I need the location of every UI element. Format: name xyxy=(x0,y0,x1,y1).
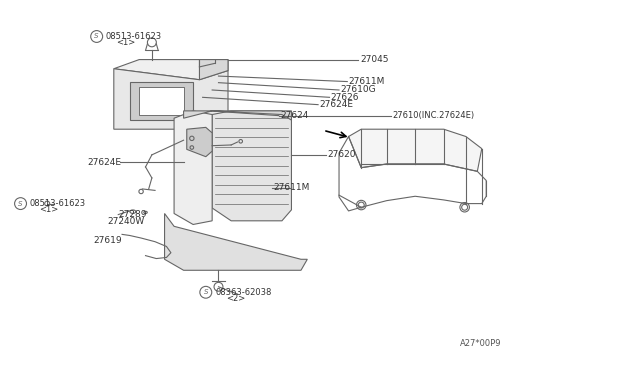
Text: 08363-62038: 08363-62038 xyxy=(215,288,272,297)
Text: S: S xyxy=(204,289,208,295)
Polygon shape xyxy=(174,111,212,224)
Polygon shape xyxy=(130,81,193,120)
Text: A27*00P9: A27*00P9 xyxy=(460,339,501,348)
Text: 27289: 27289 xyxy=(118,210,147,219)
Text: 27626: 27626 xyxy=(331,93,359,102)
Text: <1>: <1> xyxy=(40,205,59,214)
Text: 08513-61623: 08513-61623 xyxy=(29,199,86,208)
Text: 27619: 27619 xyxy=(93,236,122,245)
Text: 27611M: 27611M xyxy=(349,77,385,86)
Text: 27045: 27045 xyxy=(360,55,388,64)
Polygon shape xyxy=(164,214,307,270)
Text: 27624: 27624 xyxy=(280,111,308,120)
Polygon shape xyxy=(349,129,482,171)
Text: <2>: <2> xyxy=(226,294,245,303)
Polygon shape xyxy=(139,87,184,115)
Text: 27624E: 27624E xyxy=(88,158,122,167)
Text: 27240W: 27240W xyxy=(108,217,145,227)
Text: S: S xyxy=(95,33,99,39)
Polygon shape xyxy=(114,69,228,129)
Text: 08513-61623: 08513-61623 xyxy=(106,32,162,41)
Text: 27624E: 27624E xyxy=(319,100,353,109)
Polygon shape xyxy=(200,60,228,80)
Text: S: S xyxy=(19,201,23,206)
Polygon shape xyxy=(174,102,212,124)
Text: <1>: <1> xyxy=(116,38,135,47)
Polygon shape xyxy=(212,111,291,221)
Text: 27620: 27620 xyxy=(328,150,356,159)
Text: 27610G: 27610G xyxy=(340,86,376,94)
Polygon shape xyxy=(114,60,228,80)
Text: 27610(INC.27624E): 27610(INC.27624E) xyxy=(392,111,474,120)
Polygon shape xyxy=(187,127,212,157)
Polygon shape xyxy=(184,111,291,120)
Text: 27611M: 27611M xyxy=(274,183,310,192)
